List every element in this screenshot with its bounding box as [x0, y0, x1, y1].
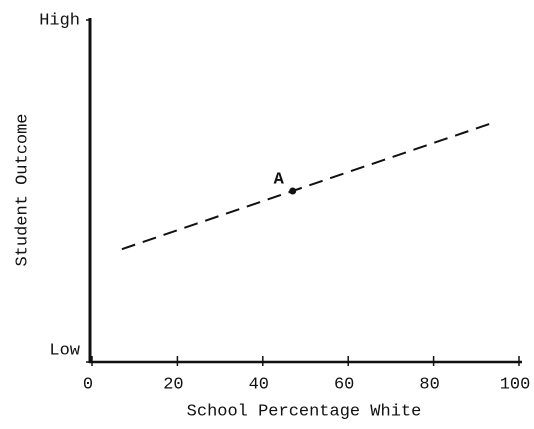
- x-tick-label: 40: [249, 375, 269, 394]
- x-tick-label: 100: [500, 375, 531, 394]
- x-axis-label: School Percentage White: [187, 402, 422, 421]
- y-tick-label: High: [39, 11, 80, 30]
- y-tick-label: Low: [49, 341, 80, 360]
- x-tick-label: 20: [163, 375, 183, 394]
- x-tick-label: 60: [334, 375, 354, 394]
- annotation-point: [289, 187, 297, 195]
- x-tick-label: 80: [419, 375, 439, 394]
- line: [121, 121, 494, 251]
- annotation-label: A: [274, 170, 285, 189]
- x-tick-label: 0: [83, 375, 93, 394]
- y-axis-label: Student Outcome: [13, 113, 32, 266]
